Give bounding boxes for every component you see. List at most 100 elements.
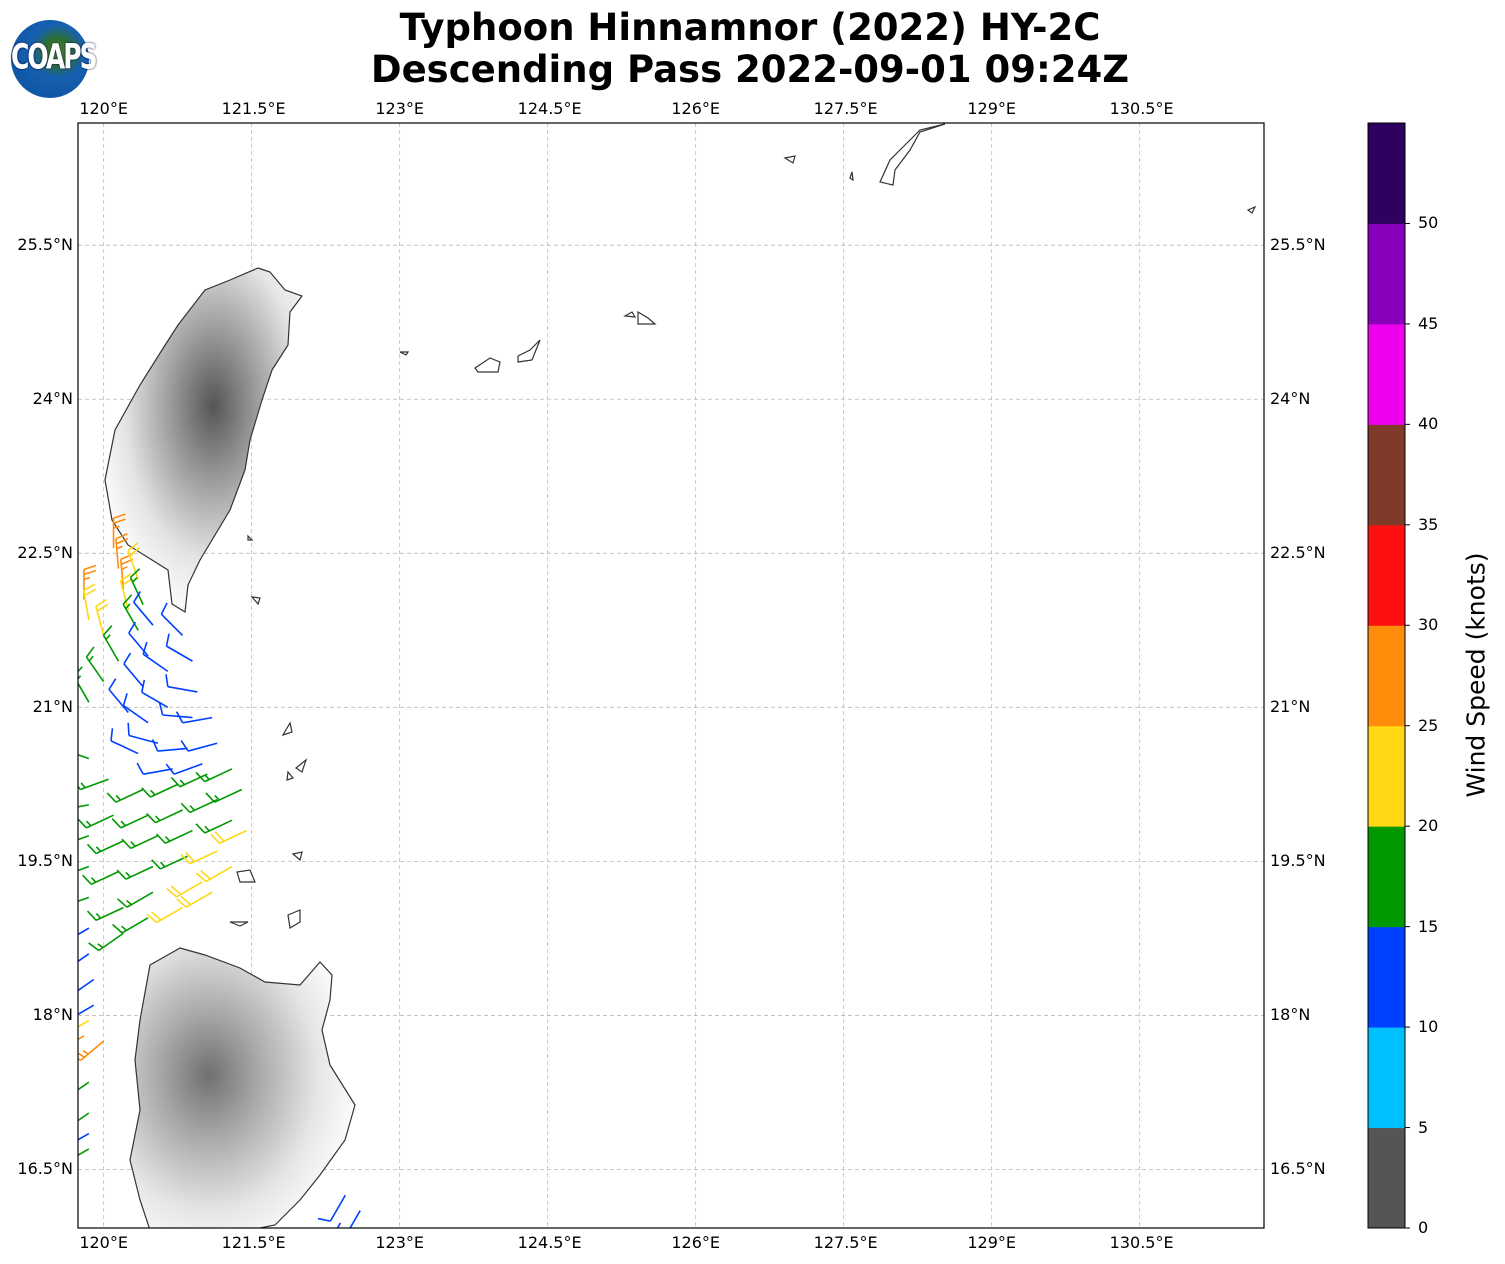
barb-staff (78, 1112, 90, 1122)
colorbar-segment (1368, 323, 1405, 425)
barb-staff (78, 953, 90, 963)
wind-barb (155, 829, 193, 844)
barb-staff (78, 1004, 95, 1016)
barb-staff (142, 653, 169, 673)
barb-half (95, 846, 102, 852)
wind-barb (53, 1132, 90, 1148)
wind-barb (180, 850, 218, 865)
barb-staff (78, 896, 90, 903)
barb-full (53, 1140, 62, 1148)
barb-staff (349, 1210, 361, 1228)
barb-full (81, 874, 92, 885)
barb-half (63, 1093, 68, 1097)
barb-half (61, 870, 65, 875)
barb-half (121, 925, 127, 931)
barb-full (165, 674, 169, 687)
colorbar-segment (1368, 1127, 1405, 1229)
barb-full (122, 693, 128, 706)
wind-barb (81, 870, 119, 886)
barb-staff (123, 663, 144, 688)
barb-staff (78, 1035, 85, 1041)
barb-half (214, 794, 220, 801)
barb-full (160, 602, 168, 615)
barb-half (82, 1049, 89, 1055)
barb-full (313, 1246, 325, 1249)
wind-barb (78, 778, 109, 791)
barb-full (151, 739, 159, 752)
wind-barb (176, 891, 213, 908)
barb-full (195, 872, 207, 883)
lat-tick-label-left: 25.5°N (17, 235, 73, 255)
colorbar-tick-label: 25 (1418, 715, 1439, 735)
barb-staff (78, 1081, 90, 1091)
barb-full (122, 594, 133, 605)
lat-tick-label-right: 25.5°N (1270, 235, 1326, 255)
barb-full (129, 568, 141, 579)
barb-half (125, 871, 131, 878)
colorbar-frame (1367, 122, 1406, 1229)
barb-staff (123, 704, 149, 724)
wind-barb (146, 906, 183, 924)
wind-barb (61, 834, 90, 844)
barb-full (151, 859, 161, 870)
barb-staff (78, 753, 90, 760)
barb-full (120, 573, 132, 582)
lon-tick-label-bottom: 130.5°E (1109, 1233, 1174, 1252)
barb-half (132, 577, 138, 583)
wind-barb (117, 891, 154, 908)
barb-half (204, 774, 210, 781)
lon-tick-label-top: 121.5°E (221, 99, 286, 118)
barb-full (121, 577, 133, 587)
lon-tick-label-top: 124.5°E (517, 99, 582, 118)
barb-half (164, 835, 171, 842)
wind-barb (313, 1222, 342, 1249)
barb-staff (110, 740, 139, 755)
wind-barb (78, 978, 95, 992)
wind-barb (142, 641, 169, 673)
barb-staff (162, 714, 193, 719)
barb-half (80, 782, 86, 789)
wind-barb (86, 906, 124, 921)
barb-half (61, 839, 65, 844)
colorbar-segment (1368, 223, 1405, 325)
barb-full (200, 870, 211, 880)
logo-text: COAPS (11, 36, 98, 77)
wind-barb (151, 855, 188, 870)
wind-barb (165, 633, 193, 662)
wind-barb (146, 809, 183, 824)
barb-full (210, 833, 221, 844)
colorbar-segment (1368, 123, 1405, 224)
colorbar-tick-label: 0 (1418, 1218, 1429, 1237)
barb-full (78, 1052, 85, 1058)
barb-full (113, 518, 126, 524)
lon-tick-label-top: 126°E (671, 99, 720, 118)
barb-full (123, 652, 132, 665)
colorbar-segment (1368, 826, 1405, 928)
barb-full (113, 513, 126, 519)
wind-barb (111, 814, 149, 829)
barb-full (317, 1217, 331, 1222)
barb-staff (329, 1194, 347, 1222)
wind-barb (112, 917, 149, 934)
barb-half (115, 794, 122, 801)
barb-full (214, 831, 225, 842)
barb-full (158, 702, 164, 716)
wind-barb (127, 542, 141, 580)
barb-staff (160, 613, 184, 637)
barb-full (116, 869, 127, 880)
colorbar-tick-label: 30 (1418, 615, 1439, 635)
wind-barb (78, 1035, 85, 1041)
wind-barb (82, 583, 97, 621)
barb-full (127, 542, 139, 552)
barb-full (129, 546, 141, 557)
barb-full (102, 625, 113, 636)
lon-tick-label-top: 129°E (967, 99, 1016, 118)
barb-full (142, 641, 148, 655)
lat-tick-label-left: 19.5°N (17, 851, 73, 871)
colorbar-tick-label: 5 (1418, 1117, 1429, 1137)
barb-full (333, 1234, 345, 1237)
barb-full (54, 1092, 64, 1100)
barb-half (116, 545, 123, 550)
wind-barb (78, 1112, 90, 1122)
colorbar-label: Wind Speed (knots) (1461, 552, 1491, 798)
